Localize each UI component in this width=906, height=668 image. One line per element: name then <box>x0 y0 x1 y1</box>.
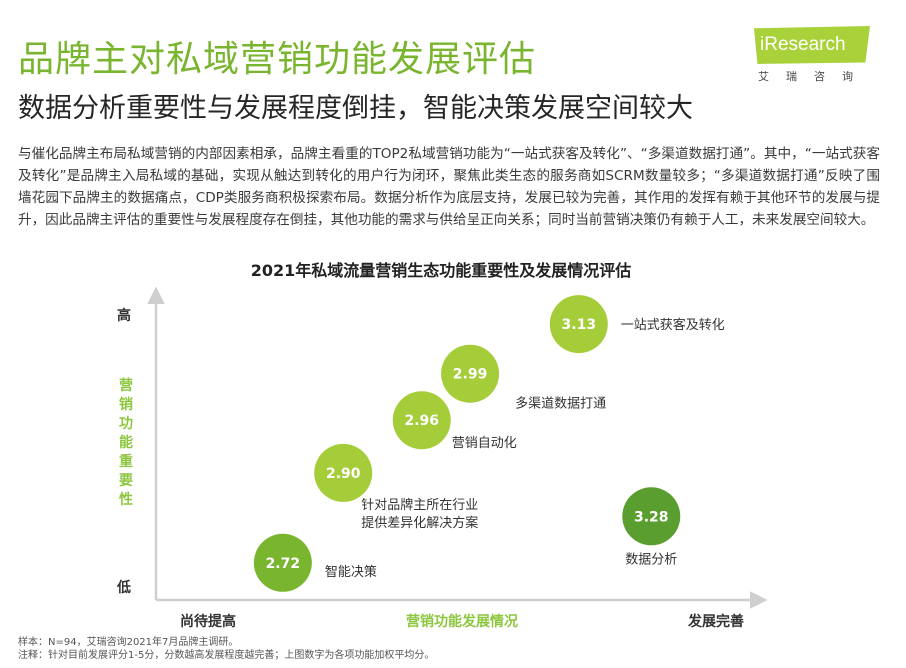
chart-title: 2021年私域流量营销生态功能重要性及发展情况评估 <box>251 261 632 280</box>
logo-cn-text: 艾瑞咨询 <box>758 70 870 83</box>
data-point-value: 3.28 <box>634 509 669 525</box>
y-axis-title: 营销功能重要性 <box>119 377 133 508</box>
data-point-value: 3.13 <box>562 317 597 333</box>
y-axis-high-label: 高 <box>117 307 131 324</box>
data-point-bubble <box>392 391 451 450</box>
data-point-value: 2.72 <box>266 556 301 572</box>
data-point-label: 多渠道数据打通 <box>515 396 606 412</box>
data-point-label: 一站式获客及转化 <box>621 317 725 333</box>
data-point-bubble <box>622 487 681 546</box>
data-point-value: 2.90 <box>326 466 361 482</box>
data-point-bubble <box>549 295 608 354</box>
data-point-label: 智能决策 <box>325 564 377 580</box>
data-points: 3.13 一站式获客及转化 2.99 多渠道数据打通 2.96 营销自动化 2.90针对品牌… <box>253 295 725 592</box>
data-point-label: 针对品牌主所在行业提供差异化解决方案 <box>361 497 478 531</box>
logo-text: iResearch <box>760 34 846 55</box>
page-title: 品牌主对私域营销功能发展评估 <box>18 39 537 80</box>
sample-note: 样本：N=94，艾瑞咨询2021年7月品牌主调研。 <box>18 637 239 648</box>
iresearch-logo: iResearch 艾瑞咨询 <box>752 26 878 84</box>
data-point-label: 数据分析 <box>625 552 677 567</box>
data-point-bubble <box>441 344 500 403</box>
x-axis-title: 营销功能发展情况 <box>406 613 518 630</box>
logo-badge <box>754 26 870 64</box>
data-point-value: 2.96 <box>404 413 439 429</box>
x-axis-high-label: 发展完善 <box>687 613 744 630</box>
description-paragraph: 与催化品牌主布局私域营销的内部因素相承，品牌主看重的TOP2私域营销功能为“一站… <box>18 146 880 228</box>
y-axis-low-label: 低 <box>116 579 131 596</box>
data-point-bubble <box>314 443 373 502</box>
data-point-label: 营销自动化 <box>452 436 517 451</box>
data-point-value: 2.99 <box>453 367 488 383</box>
page-subtitle: 数据分析重要性与发展程度倒挂，智能决策发展空间较大 <box>18 93 693 124</box>
footnotes: 样本：N=94，艾瑞咨询2021年7月品牌主调研。 注释：针对目前发展评分1-5… <box>18 636 434 662</box>
data-point-bubble <box>253 533 312 592</box>
x-axis-low-label: 尚待提高 <box>180 613 236 630</box>
annotation-note: 注释：针对目前发展评分1-5分，分数越高发展程度越完善；上图数字为各项功能加权平… <box>18 650 435 661</box>
